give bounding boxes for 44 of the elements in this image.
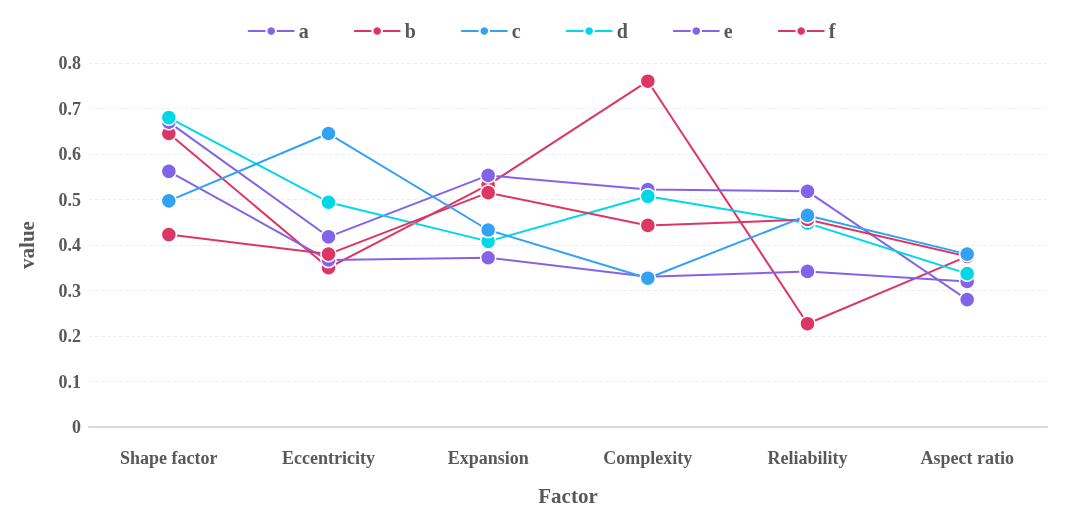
point bbox=[799, 263, 816, 280]
x-tick-label: Reliability bbox=[767, 448, 848, 468]
point bbox=[958, 291, 976, 308]
x-tick-label: Aspect ratio bbox=[920, 448, 1014, 468]
y-tick-label: 0.5 bbox=[58, 189, 81, 210]
point bbox=[479, 221, 497, 239]
point bbox=[160, 109, 178, 126]
legend-label: a bbox=[298, 20, 309, 42]
y-tick-label: 0.2 bbox=[58, 326, 81, 346]
y-axis-title: value bbox=[14, 221, 39, 269]
point bbox=[639, 72, 657, 90]
y-tick-label: 0.1 bbox=[58, 371, 81, 392]
point bbox=[799, 207, 816, 224]
y-tick-label: 0.4 bbox=[58, 235, 81, 255]
point bbox=[479, 167, 497, 184]
point bbox=[320, 228, 337, 246]
point bbox=[320, 245, 337, 263]
point bbox=[639, 217, 657, 234]
point bbox=[160, 163, 178, 180]
legend-label: d bbox=[616, 20, 628, 42]
x-tick-label: Complexity bbox=[603, 448, 693, 468]
point bbox=[160, 226, 178, 243]
point bbox=[639, 188, 657, 205]
point bbox=[479, 184, 497, 201]
y-tick-label: 0 bbox=[72, 417, 81, 437]
x-tick-label: Eccentricity bbox=[282, 448, 375, 468]
point bbox=[479, 249, 497, 266]
y-tick-label: 0.3 bbox=[58, 280, 81, 301]
point bbox=[799, 183, 816, 200]
x-axis-title: Factor bbox=[538, 483, 598, 508]
y-tick-label: 0.6 bbox=[58, 144, 81, 164]
legend-label: b bbox=[404, 20, 416, 42]
x-tick-label: Shape factor bbox=[120, 448, 218, 468]
y-tick-label: 0.8 bbox=[58, 53, 81, 73]
point bbox=[958, 265, 976, 282]
y-tick-label: 0.7 bbox=[58, 98, 81, 119]
point bbox=[160, 192, 178, 210]
legend-label: e bbox=[723, 20, 733, 42]
legend-label: f bbox=[828, 20, 836, 42]
x-tick-label: Expansion bbox=[447, 448, 529, 468]
point bbox=[799, 315, 816, 332]
point bbox=[320, 125, 337, 142]
point bbox=[320, 193, 337, 211]
legend-label: c bbox=[511, 20, 521, 42]
